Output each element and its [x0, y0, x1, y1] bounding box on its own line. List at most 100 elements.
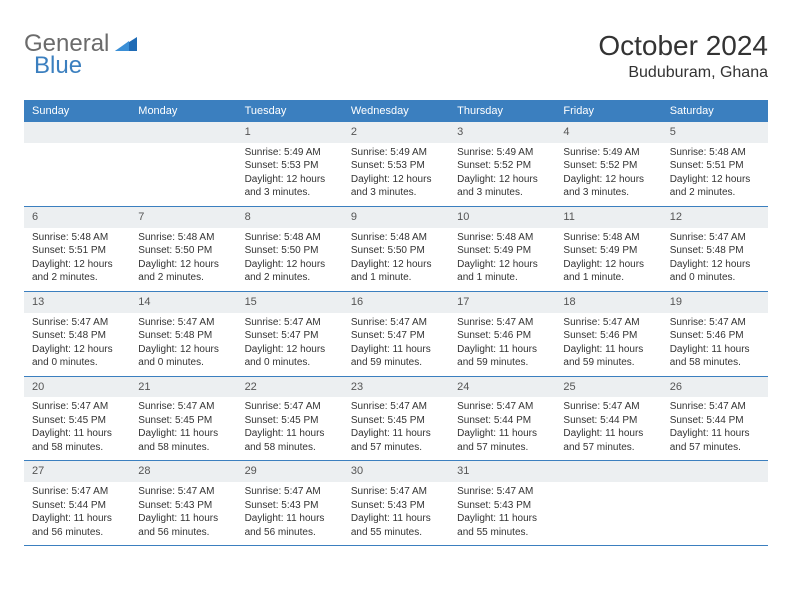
- day-cell: 27Sunrise: 5:47 AMSunset: 5:44 PMDayligh…: [24, 461, 130, 545]
- daylight-line: Daylight: 11 hours and 56 minutes.: [138, 512, 228, 539]
- day-number: 27: [24, 461, 130, 482]
- sunset-line: Sunset: 5:49 PM: [563, 244, 653, 258]
- day-cell: [24, 122, 130, 206]
- daylight-line: Daylight: 12 hours and 1 minute.: [563, 258, 653, 285]
- sunset-line: Sunset: 5:53 PM: [245, 159, 335, 173]
- sunrise-line: Sunrise: 5:47 AM: [351, 400, 441, 414]
- logo-text-blue: Blue: [34, 52, 82, 80]
- sunset-line: Sunset: 5:44 PM: [32, 499, 122, 513]
- day-cell: 7Sunrise: 5:48 AMSunset: 5:50 PMDaylight…: [130, 207, 236, 291]
- week-row: 1Sunrise: 5:49 AMSunset: 5:53 PMDaylight…: [24, 122, 768, 207]
- daylight-line: Daylight: 12 hours and 2 minutes.: [32, 258, 122, 285]
- sunrise-line: Sunrise: 5:47 AM: [351, 485, 441, 499]
- sunrise-line: Sunrise: 5:47 AM: [32, 400, 122, 414]
- day-cell: 20Sunrise: 5:47 AMSunset: 5:45 PMDayligh…: [24, 377, 130, 461]
- day-number: 3: [449, 122, 555, 143]
- day-cell: 25Sunrise: 5:47 AMSunset: 5:44 PMDayligh…: [555, 377, 661, 461]
- day-cell: 29Sunrise: 5:47 AMSunset: 5:43 PMDayligh…: [237, 461, 343, 545]
- sunset-line: Sunset: 5:51 PM: [32, 244, 122, 258]
- day-body: Sunrise: 5:49 AMSunset: 5:53 PMDaylight:…: [343, 143, 449, 206]
- day-body: Sunrise: 5:47 AMSunset: 5:44 PMDaylight:…: [449, 397, 555, 460]
- dow-header-cell: Tuesday: [237, 100, 343, 122]
- day-body: Sunrise: 5:48 AMSunset: 5:49 PMDaylight:…: [555, 228, 661, 291]
- day-cell: 11Sunrise: 5:48 AMSunset: 5:49 PMDayligh…: [555, 207, 661, 291]
- sunset-line: Sunset: 5:50 PM: [351, 244, 441, 258]
- sunrise-line: Sunrise: 5:47 AM: [245, 316, 335, 330]
- day-cell: 23Sunrise: 5:47 AMSunset: 5:45 PMDayligh…: [343, 377, 449, 461]
- daylight-line: Daylight: 11 hours and 59 minutes.: [563, 343, 653, 370]
- sunset-line: Sunset: 5:50 PM: [245, 244, 335, 258]
- sunset-line: Sunset: 5:45 PM: [138, 414, 228, 428]
- title-block: October 2024 Buduburam, Ghana: [598, 30, 768, 82]
- day-body: Sunrise: 5:48 AMSunset: 5:51 PMDaylight:…: [662, 143, 768, 206]
- day-body: Sunrise: 5:47 AMSunset: 5:46 PMDaylight:…: [449, 313, 555, 376]
- sunset-line: Sunset: 5:45 PM: [351, 414, 441, 428]
- sunrise-line: Sunrise: 5:49 AM: [351, 146, 441, 160]
- day-number: 23: [343, 377, 449, 398]
- day-cell: 15Sunrise: 5:47 AMSunset: 5:47 PMDayligh…: [237, 292, 343, 376]
- day-cell: 31Sunrise: 5:47 AMSunset: 5:43 PMDayligh…: [449, 461, 555, 545]
- day-number: 1: [237, 122, 343, 143]
- day-body: Sunrise: 5:47 AMSunset: 5:47 PMDaylight:…: [237, 313, 343, 376]
- day-number: [24, 122, 130, 143]
- day-number: 4: [555, 122, 661, 143]
- day-body: Sunrise: 5:47 AMSunset: 5:45 PMDaylight:…: [343, 397, 449, 460]
- calendar-body: 1Sunrise: 5:49 AMSunset: 5:53 PMDaylight…: [24, 122, 768, 546]
- sunrise-line: Sunrise: 5:48 AM: [138, 231, 228, 245]
- daylight-line: Daylight: 11 hours and 59 minutes.: [351, 343, 441, 370]
- daylight-line: Daylight: 12 hours and 0 minutes.: [138, 343, 228, 370]
- day-cell: [662, 461, 768, 545]
- day-number: 17: [449, 292, 555, 313]
- sunset-line: Sunset: 5:43 PM: [351, 499, 441, 513]
- sunrise-line: Sunrise: 5:47 AM: [32, 316, 122, 330]
- sunset-line: Sunset: 5:53 PM: [351, 159, 441, 173]
- daylight-line: Daylight: 11 hours and 57 minutes.: [563, 427, 653, 454]
- sunrise-line: Sunrise: 5:47 AM: [670, 231, 760, 245]
- day-cell: 12Sunrise: 5:47 AMSunset: 5:48 PMDayligh…: [662, 207, 768, 291]
- day-cell: 24Sunrise: 5:47 AMSunset: 5:44 PMDayligh…: [449, 377, 555, 461]
- daylight-line: Daylight: 12 hours and 3 minutes.: [351, 173, 441, 200]
- day-number: 19: [662, 292, 768, 313]
- day-cell: [130, 122, 236, 206]
- sunset-line: Sunset: 5:45 PM: [32, 414, 122, 428]
- day-number: 18: [555, 292, 661, 313]
- daylight-line: Daylight: 12 hours and 3 minutes.: [563, 173, 653, 200]
- sunset-line: Sunset: 5:49 PM: [457, 244, 547, 258]
- day-cell: 19Sunrise: 5:47 AMSunset: 5:46 PMDayligh…: [662, 292, 768, 376]
- sunrise-line: Sunrise: 5:47 AM: [32, 485, 122, 499]
- daylight-line: Daylight: 12 hours and 0 minutes.: [670, 258, 760, 285]
- dow-header-cell: Friday: [555, 100, 661, 122]
- week-row: 13Sunrise: 5:47 AMSunset: 5:48 PMDayligh…: [24, 292, 768, 377]
- daylight-line: Daylight: 11 hours and 55 minutes.: [457, 512, 547, 539]
- sunrise-line: Sunrise: 5:48 AM: [457, 231, 547, 245]
- week-row: 6Sunrise: 5:48 AMSunset: 5:51 PMDaylight…: [24, 207, 768, 292]
- day-number: 22: [237, 377, 343, 398]
- sunrise-line: Sunrise: 5:48 AM: [351, 231, 441, 245]
- daylight-line: Daylight: 11 hours and 58 minutes.: [670, 343, 760, 370]
- sunrise-line: Sunrise: 5:48 AM: [32, 231, 122, 245]
- sunset-line: Sunset: 5:46 PM: [457, 329, 547, 343]
- daylight-line: Daylight: 12 hours and 0 minutes.: [245, 343, 335, 370]
- day-body: Sunrise: 5:47 AMSunset: 5:46 PMDaylight:…: [662, 313, 768, 376]
- daylight-line: Daylight: 11 hours and 57 minutes.: [351, 427, 441, 454]
- day-number: 8: [237, 207, 343, 228]
- day-number: 15: [237, 292, 343, 313]
- day-body: Sunrise: 5:49 AMSunset: 5:52 PMDaylight:…: [449, 143, 555, 206]
- day-body: Sunrise: 5:47 AMSunset: 5:43 PMDaylight:…: [343, 482, 449, 545]
- day-cell: 3Sunrise: 5:49 AMSunset: 5:52 PMDaylight…: [449, 122, 555, 206]
- sunrise-line: Sunrise: 5:47 AM: [670, 400, 760, 414]
- day-number: 2: [343, 122, 449, 143]
- sunset-line: Sunset: 5:44 PM: [457, 414, 547, 428]
- sunrise-line: Sunrise: 5:47 AM: [138, 316, 228, 330]
- day-cell: 22Sunrise: 5:47 AMSunset: 5:45 PMDayligh…: [237, 377, 343, 461]
- daylight-line: Daylight: 11 hours and 56 minutes.: [245, 512, 335, 539]
- sunrise-line: Sunrise: 5:47 AM: [351, 316, 441, 330]
- daylight-line: Daylight: 12 hours and 3 minutes.: [245, 173, 335, 200]
- sunset-line: Sunset: 5:48 PM: [138, 329, 228, 343]
- day-cell: 14Sunrise: 5:47 AMSunset: 5:48 PMDayligh…: [130, 292, 236, 376]
- day-body: Sunrise: 5:48 AMSunset: 5:49 PMDaylight:…: [449, 228, 555, 291]
- day-body: Sunrise: 5:47 AMSunset: 5:47 PMDaylight:…: [343, 313, 449, 376]
- sunrise-line: Sunrise: 5:49 AM: [563, 146, 653, 160]
- day-number: 13: [24, 292, 130, 313]
- day-number: 5: [662, 122, 768, 143]
